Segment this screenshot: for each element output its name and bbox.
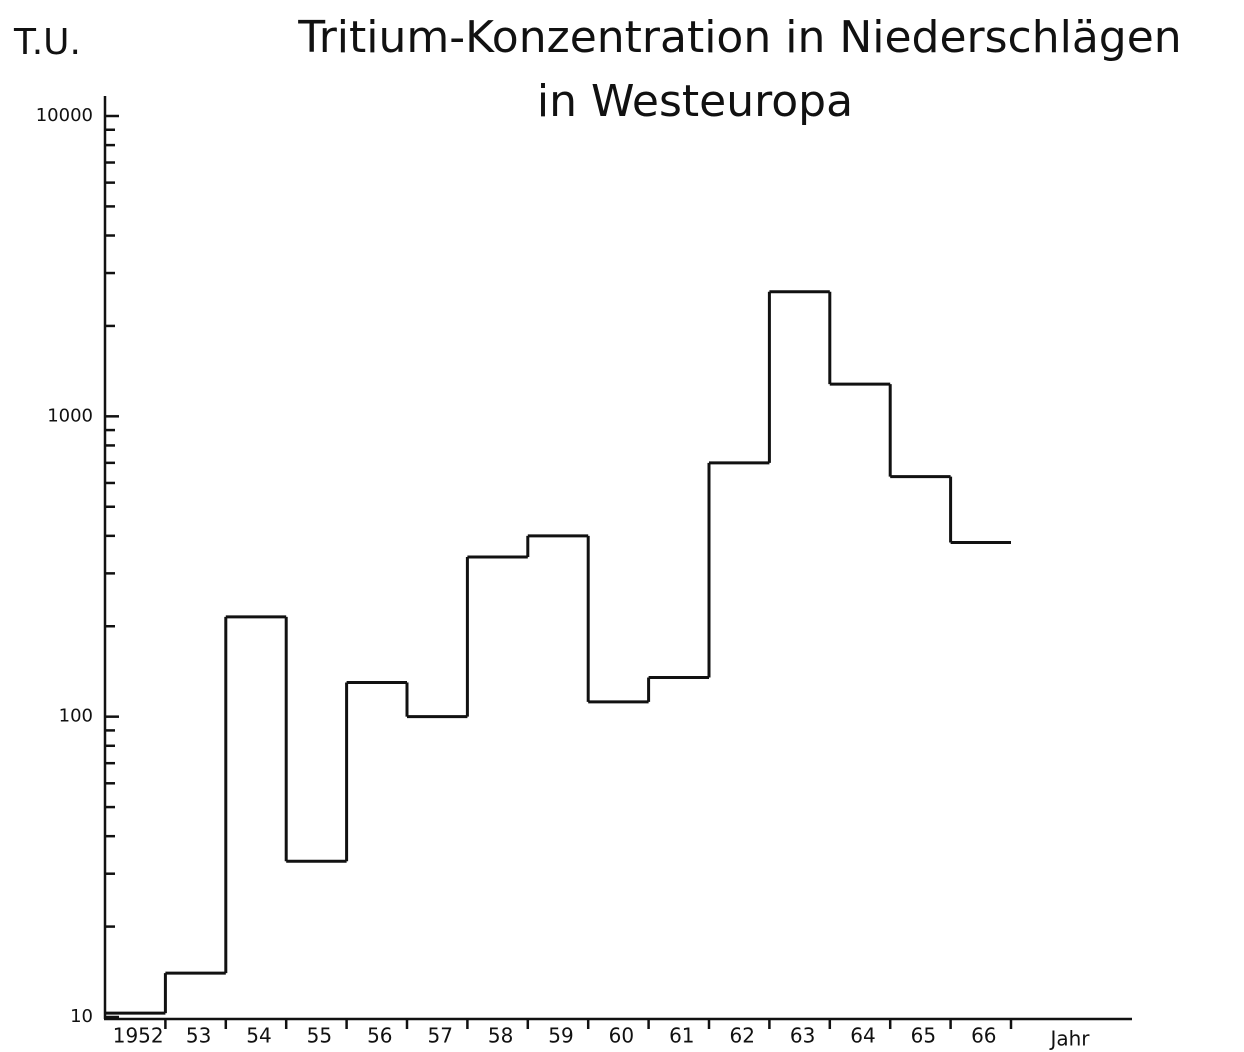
y-tick-label: 10 (70, 1006, 93, 1027)
x-tick-label: 56 (367, 1024, 392, 1048)
x-tick-label: 62 (729, 1024, 754, 1048)
x-tick-label: 58 (488, 1024, 513, 1048)
x-tick-label: 55 (307, 1024, 332, 1048)
y-axis-label: T.U. (13, 22, 81, 63)
y-tick-label: 10000 (36, 105, 93, 126)
x-tick-label: 53 (186, 1024, 211, 1048)
x-tick-label: 60 (609, 1024, 634, 1048)
x-tick-label: 61 (669, 1024, 694, 1048)
y-tick-label: 1000 (47, 405, 93, 426)
x-tick-label: 66 (971, 1024, 996, 1048)
chart-subtitle: in Westeuropa (537, 76, 853, 127)
x-tick-label: 59 (548, 1024, 573, 1048)
x-tick-label: 64 (850, 1024, 875, 1048)
x-tick-label: 1952 (113, 1024, 164, 1048)
x-tick-label: 57 (427, 1024, 452, 1048)
x-tick-label: 65 (911, 1024, 936, 1048)
y-tick-label: 100 (59, 706, 93, 727)
x-axis-label: Jahr (1048, 1027, 1090, 1051)
x-tick-label: 54 (246, 1024, 271, 1048)
chart-title: Tritium-Konzentration in Niederschlägen (297, 12, 1181, 63)
x-tick-label: 63 (790, 1024, 815, 1048)
